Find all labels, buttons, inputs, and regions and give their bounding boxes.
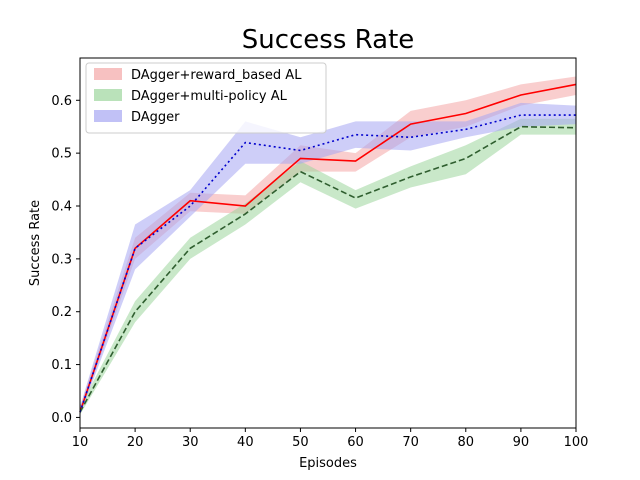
legend-label-dagger: DAgger [131,110,180,125]
x-tick-label: 30 [182,435,199,450]
y-tick-label: 0.6 [51,94,72,109]
x-tick-label: 90 [513,435,530,450]
line-dagger-reward-based-al [79,83,577,413]
y-tick-label: 0.2 [51,305,72,320]
plot-frame [79,57,577,429]
confidence-bands [80,76,576,415]
chart-title: Success Rate [242,25,415,55]
x-tick-label: 70 [402,435,419,450]
x-axis-ticks: 10 20 30 40 50 60 70 80 90 100 [72,428,589,450]
x-tick-label: 20 [127,435,144,450]
x-axis-label: Episodes [299,456,357,471]
y-tick-label: 0.4 [51,200,72,215]
x-tick-label: 100 [564,435,589,450]
y-tick-label: 0.5 [51,147,72,162]
x-tick-label: 40 [237,435,254,450]
y-tick-label: 0.0 [51,411,72,426]
legend: DAgger+reward_based AL DAgger+multi-polic… [85,62,327,134]
y-axis-ticks: 0.0 0.1 0.2 0.3 0.4 0.5 0.6 [51,94,80,426]
series-lines [79,83,577,413]
legend-swatch-dagger-reward-based-al [94,68,122,80]
y-axis-label: Success Rate [28,200,43,286]
band-dagger-multi-policy-al [80,118,576,415]
line-dagger-multi-policy-al [79,125,577,413]
x-tick-label: 50 [292,435,309,450]
legend-frame [85,62,327,134]
legend-label-dagger-reward-based-al: DAgger+reward_based AL [131,68,302,83]
x-tick-label: 60 [347,435,364,450]
legend-label-dagger-multi-policy-al: DAgger+multi-policy AL [131,89,288,104]
x-tick-label: 80 [458,435,475,450]
x-tick-label: 10 [72,435,89,450]
y-tick-label: 0.1 [51,358,72,373]
y-tick-label: 0.3 [51,252,72,267]
legend-swatch-dagger [94,110,122,122]
legend-swatch-dagger-multi-policy-al [94,89,122,101]
band-dagger [80,102,576,415]
line-dagger [79,114,576,413]
